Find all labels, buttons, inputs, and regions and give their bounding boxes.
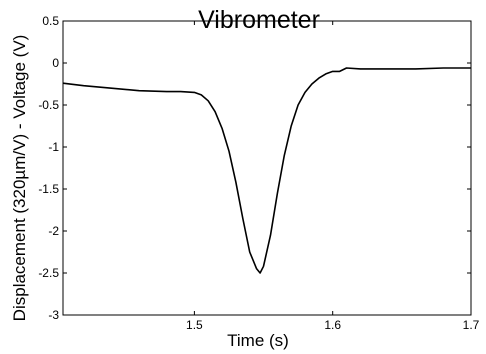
y-tick-label: -3 (48, 308, 59, 322)
y-tick-label: -1.5 (38, 182, 59, 196)
x-axis-label: Time (s) (227, 331, 289, 350)
plot-frame (62, 20, 472, 316)
y-tick-label: -0.5 (38, 98, 59, 112)
y-tick-label: 0.5 (42, 14, 59, 28)
y-axis-label: Displacement (320µm/V) - Voltage (V) (10, 35, 29, 322)
series-line (62, 67, 471, 274)
y-tick-label: -2.5 (38, 266, 59, 280)
x-tick-label: 1.5 (186, 318, 203, 332)
x-tick-label: 1.7 (463, 318, 480, 332)
x-tick-label: 1.6 (324, 318, 341, 332)
series-group (62, 67, 471, 274)
y-tick-label: 0 (52, 56, 59, 70)
chart-title: Vibrometer (198, 6, 320, 34)
y-tick-label: -2 (48, 224, 59, 238)
axis-ticks: 0.5 0 -0.5 -1 -1.5 -2 -2.5 -3 1.5 1.6 1.7 (38, 14, 479, 332)
y-tick-label: -1 (48, 140, 59, 154)
